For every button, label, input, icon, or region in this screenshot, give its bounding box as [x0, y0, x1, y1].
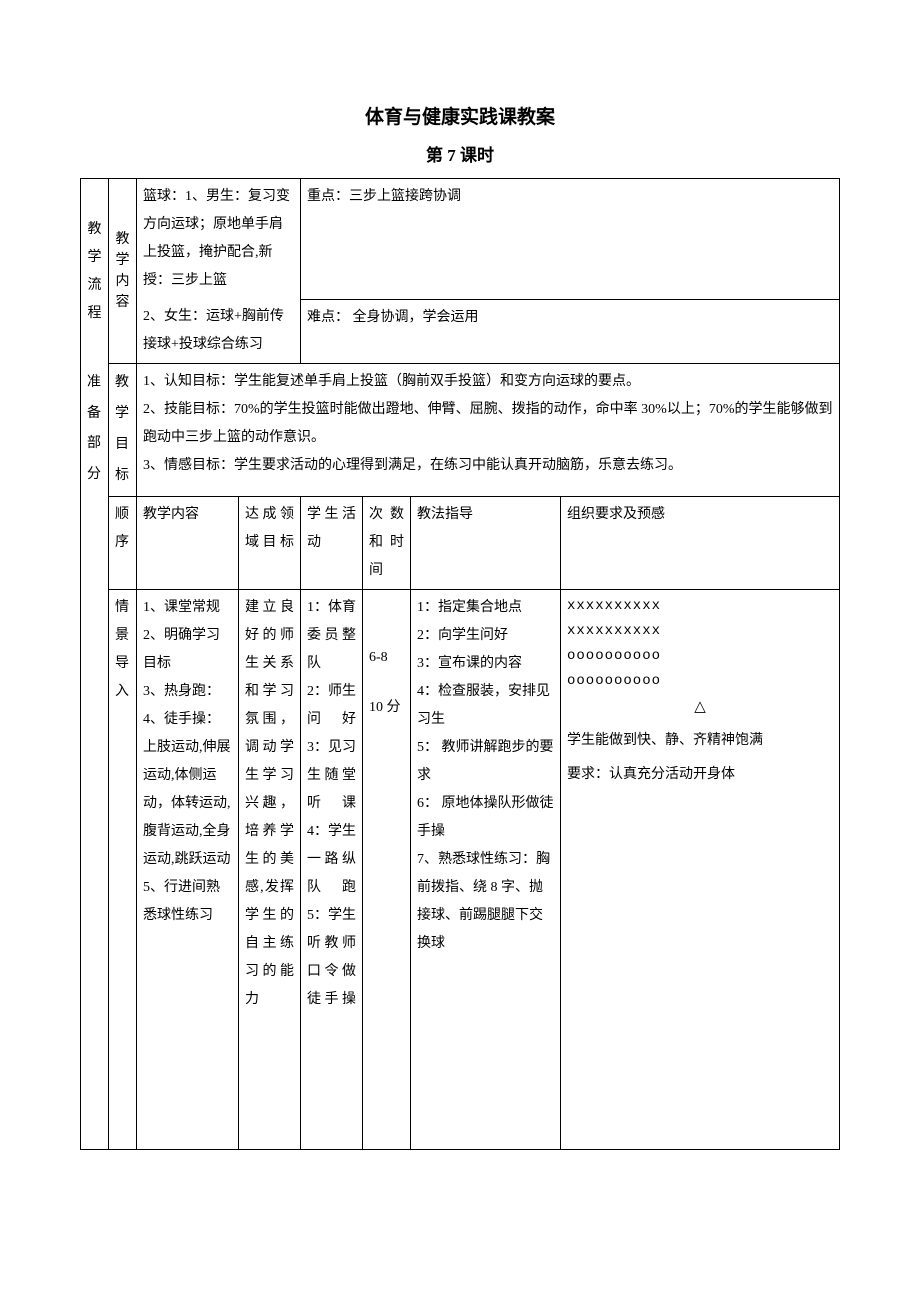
times-duration: 10 分	[369, 694, 404, 722]
times-count: 6-8	[369, 644, 404, 672]
col-org: 组织要求及预感	[561, 496, 840, 589]
content-text-2: 2、女生：运球+胸前传接球+投球综合练习	[137, 299, 301, 364]
objectives-cell: 1、认知目标：学生能复述单手肩上投篮（胸前双手投篮）和变方向运球的要点。 2、技…	[137, 364, 840, 496]
content-text-1: 篮球：1、男生：复习变方向运球；原地单手肩上投篮，掩护配合,新授：三步上篮	[137, 179, 301, 300]
objective-2: 2、技能目标：70%的学生投篮时能做出蹬地、伸臂、屈腕、拨指的动作，命中率 30…	[143, 396, 833, 452]
objective-3: 3、情感目标：学生要求活动的心理得到满足，在练习中能认真开动脑筋，乐意去练习。	[143, 452, 833, 480]
focus-text: 三步上篮接跨协调	[349, 189, 461, 204]
formation-row-1: xxxxxxxxxx	[567, 594, 833, 619]
content-label: 教学内容	[109, 179, 137, 364]
col-domain: 达 成 领域目标	[239, 496, 301, 589]
col-activity: 学 生 活动	[301, 496, 363, 589]
objective-1: 1、认知目标：学生能复述单手肩上投篮（胸前双手投篮）和变方向运球的要点。	[143, 368, 833, 396]
focus-cell: 重点：三步上篮接跨协调	[301, 179, 840, 300]
objectives-label: 教 学 目 标	[109, 364, 137, 496]
row-activity: 1：体育委 员 整队 2：师生问好 3：见习生 随 堂听课 4：学生一 路 纵队…	[301, 589, 363, 1149]
col-times: 次 数和 时间	[363, 496, 411, 589]
row-order: 情 景 导 入	[109, 589, 137, 1149]
page-title: 体育与健康实践课教案	[80, 100, 840, 136]
row-domain: 建 立 良好 的 师生 关 系和 学 习氛围， 调 动 学生 学 习兴趣， 培 …	[239, 589, 301, 1149]
row-guidance: 1：指定集合地点 2：向学生问好 3：宣布课的内容 4：检查服装，安排见习生 5…	[411, 589, 561, 1149]
difficulty-text: 全身协调，学会运用	[349, 310, 479, 325]
row-times: 6-8 10 分	[363, 589, 411, 1149]
formation-row-3: oooooooooo	[567, 644, 833, 669]
col-guidance: 教法指导	[411, 496, 561, 589]
difficulty-label: 难点：	[307, 310, 349, 325]
spacer	[81, 496, 109, 589]
page-subtitle: 第 7 课时	[80, 140, 840, 172]
formation-row-2: xxxxxxxxxx	[567, 619, 833, 644]
org-note-1: 学生能做到快、静、齐精神饱满	[567, 727, 833, 755]
prep-section-label: 准 备 部 分	[81, 364, 109, 496]
formation-row-4: oooooooooo	[567, 669, 833, 694]
col-order: 顺序	[109, 496, 137, 589]
row-content: 1、课堂常规 2、明确学习目标 3、热身跑： 4、徒手操：上肢运动,伸展运动,体…	[137, 589, 239, 1149]
row-org: xxxxxxxxxx xxxxxxxxxx oooooooooo ooooooo…	[561, 589, 840, 1149]
process-label: 教学流程	[81, 179, 109, 364]
formation-diagram: xxxxxxxxxx xxxxxxxxxx oooooooooo ooooooo…	[567, 594, 833, 722]
teacher-marker-icon: △	[567, 694, 833, 721]
org-note-2: 要求：认真充分活动开身体	[567, 761, 833, 789]
focus-label: 重点：	[307, 189, 349, 204]
lesson-plan-table: 教学流程 教学内容 篮球：1、男生：复习变方向运球；原地单手肩上投篮，掩护配合,…	[80, 178, 840, 1149]
difficulty-cell: 难点： 全身协调，学会运用	[301, 299, 840, 364]
col-content: 教学内容	[137, 496, 239, 589]
spacer-2	[81, 589, 109, 1149]
